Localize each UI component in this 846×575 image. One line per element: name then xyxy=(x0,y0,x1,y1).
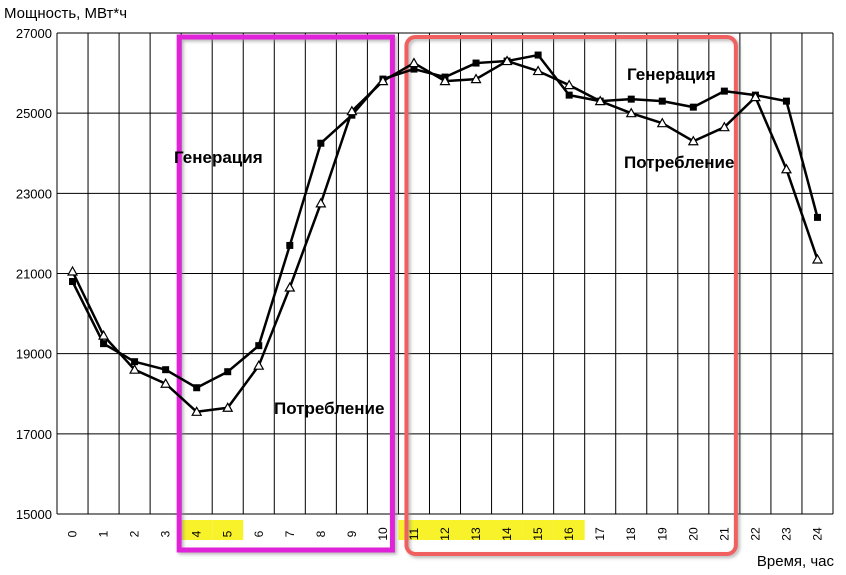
series-line-generation xyxy=(71,53,819,389)
x-tick-label-23: 23 xyxy=(779,527,793,541)
point-consumption-20 xyxy=(687,135,699,146)
point-generation-5 xyxy=(224,368,232,376)
point-generation-20 xyxy=(689,103,697,111)
point-consumption-8 xyxy=(315,197,327,208)
point-consumption-9 xyxy=(346,105,358,116)
y-tick-label-23000: 23000 xyxy=(16,186,52,201)
y-axis-title: Мощность, МВт*ч xyxy=(4,5,127,22)
x-tick-label-17: 17 xyxy=(593,527,607,541)
x-tick-highlight-14 xyxy=(491,520,523,540)
point-generation-8 xyxy=(317,139,325,147)
x-tick-label-7: 7 xyxy=(283,530,297,537)
x-tick-label-16: 16 xyxy=(562,527,576,541)
point-generation-1 xyxy=(100,340,108,348)
point-generation-11 xyxy=(410,65,418,73)
point-consumption-14 xyxy=(501,55,513,66)
x-tick-label-4: 4 xyxy=(190,530,204,537)
point-generation-18 xyxy=(627,95,635,103)
point-consumption-21 xyxy=(718,121,730,132)
point-generation-19 xyxy=(658,97,666,105)
x-tick-label-14: 14 xyxy=(500,527,514,541)
point-generation-15 xyxy=(534,51,542,59)
x-tick-label-8: 8 xyxy=(314,530,328,537)
x-tick-label-10: 10 xyxy=(376,527,390,541)
x-tick-label-24: 24 xyxy=(810,527,824,541)
point-consumption-16 xyxy=(563,79,575,90)
point-generation-23 xyxy=(782,97,790,105)
series-line-consumption xyxy=(71,59,819,414)
point-consumption-13 xyxy=(470,73,482,84)
point-generation-24 xyxy=(813,213,821,221)
x-tick-label-9: 9 xyxy=(345,530,359,537)
x-tick-highlight-15 xyxy=(522,520,554,540)
x-tick-highlight-5 xyxy=(212,520,244,540)
y-tick-label-19000: 19000 xyxy=(16,347,52,362)
annotation-consumption-left: Потребление xyxy=(274,399,384,418)
y-tick-label-15000: 15000 xyxy=(16,507,52,522)
point-consumption-24 xyxy=(811,253,824,264)
x-tick-highlight-12 xyxy=(429,520,461,540)
point-consumption-23 xyxy=(780,163,792,174)
point-generation-7 xyxy=(286,241,294,249)
y-tick-label-27000: 27000 xyxy=(16,26,52,41)
point-consumption-22 xyxy=(749,91,761,102)
x-tick-label-1: 1 xyxy=(97,530,111,537)
x-tick-highlight-16 xyxy=(553,520,585,540)
x-axis-title: Время, час xyxy=(757,553,835,570)
x-tick-label-11: 11 xyxy=(407,527,421,540)
x-tick-label-12: 12 xyxy=(438,527,452,541)
y-tick-label-21000: 21000 xyxy=(16,267,52,282)
point-generation-2 xyxy=(131,358,139,366)
x-tick-label-22: 22 xyxy=(748,527,762,541)
point-consumption-6 xyxy=(253,359,265,370)
point-consumption-2 xyxy=(129,363,141,374)
x-tick-highlight-4 xyxy=(181,520,213,540)
point-generation-3 xyxy=(162,366,170,374)
point-generation-21 xyxy=(720,87,728,95)
x-tick-label-15: 15 xyxy=(531,527,545,541)
y-tick-label-25000: 25000 xyxy=(16,106,52,121)
point-generation-6 xyxy=(255,342,263,350)
y-tick-label-17000: 17000 xyxy=(16,427,52,442)
point-consumption-15 xyxy=(532,65,544,76)
point-consumption-17 xyxy=(594,95,606,106)
point-consumption-11 xyxy=(408,57,420,68)
point-consumption-3 xyxy=(160,378,172,388)
x-tick-highlight-13 xyxy=(460,520,492,540)
point-consumption-7 xyxy=(284,281,296,292)
point-generation-4 xyxy=(193,384,201,392)
annotation-consumption-right: Потребление xyxy=(624,153,734,172)
x-tick-label-5: 5 xyxy=(221,530,235,537)
annotation-generation-right: Генерация xyxy=(627,65,716,84)
point-consumption-12 xyxy=(439,75,451,86)
point-generation-16 xyxy=(565,91,573,99)
point-consumption-18 xyxy=(625,107,637,118)
x-tick-label-0: 0 xyxy=(66,530,80,537)
x-tick-label-13: 13 xyxy=(469,527,483,541)
point-consumption-10 xyxy=(377,75,389,86)
x-tick-label-3: 3 xyxy=(159,530,173,537)
x-tick-label-2: 2 xyxy=(128,530,142,537)
x-tick-label-6: 6 xyxy=(252,530,266,537)
x-tick-label-21: 21 xyxy=(717,527,731,541)
point-consumption-19 xyxy=(656,117,668,128)
point-generation-0 xyxy=(69,278,77,286)
point-consumption-1 xyxy=(98,329,110,340)
point-consumption-0 xyxy=(66,265,79,276)
annotation-generation-left: Генерация xyxy=(174,148,263,167)
point-consumption-5 xyxy=(222,402,234,412)
highlight-box-left xyxy=(176,34,395,553)
point-consumption-4 xyxy=(191,406,203,416)
point-generation-13 xyxy=(472,59,480,67)
highlight-box-right xyxy=(404,35,738,556)
x-tick-label-19: 19 xyxy=(655,527,669,541)
x-tick-label-18: 18 xyxy=(624,527,638,541)
x-tick-label-20: 20 xyxy=(686,527,700,541)
